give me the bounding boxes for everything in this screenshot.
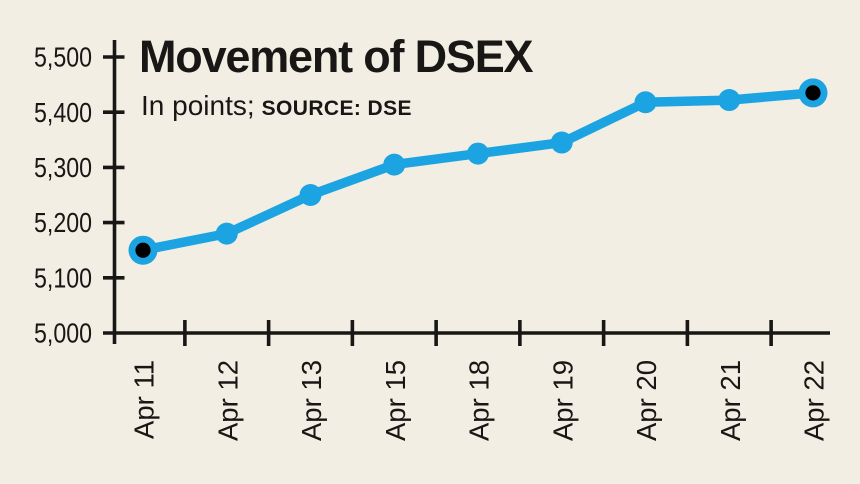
x-tick-label: Apr 13: [296, 360, 327, 441]
data-point-marker: [215, 222, 238, 245]
y-tick-label: 5,400: [34, 97, 92, 128]
x-tick-label: Apr 20: [631, 360, 662, 441]
x-tick-label: Apr 21: [715, 360, 746, 441]
data-point-marker: [383, 153, 406, 176]
chart-subtitle: In points; SOURCE: DSE: [141, 90, 412, 122]
y-tick-label: 5,200: [34, 207, 92, 238]
y-tick-label: 5,000: [34, 318, 92, 349]
x-tick-label: Apr 18: [464, 360, 495, 441]
y-tick-label: 5,100: [34, 262, 92, 293]
tick-label-group: 5,000 5,100 5,200 5,300 5,400 5,500 Apr 11 Apr …: [34, 42, 830, 441]
x-tick-label: Apr 15: [380, 360, 411, 441]
data-point-marker: [718, 89, 741, 112]
axis-group: [103, 40, 830, 346]
y-tick-label: 5,300: [34, 152, 92, 183]
chart-title: Movement of DSEX: [139, 31, 534, 82]
units-label: In points;: [141, 90, 255, 121]
series-group: [128, 78, 828, 265]
x-tick-label: Apr 12: [212, 360, 243, 441]
data-point-marker: [467, 142, 489, 165]
x-tick-label: Apr 22: [799, 360, 830, 441]
source-label: SOURCE: DSE: [261, 97, 412, 120]
x-tick-label: Apr 19: [547, 360, 578, 441]
data-point-marker: [550, 131, 573, 154]
data-point-marker: [634, 91, 657, 114]
y-tick-label: 5,500: [34, 42, 92, 73]
data-point-marker: [299, 184, 322, 206]
endpoint-dot: [135, 242, 151, 258]
x-tick-label: Apr 11: [129, 360, 160, 439]
endpoint-dot: [805, 85, 821, 101]
